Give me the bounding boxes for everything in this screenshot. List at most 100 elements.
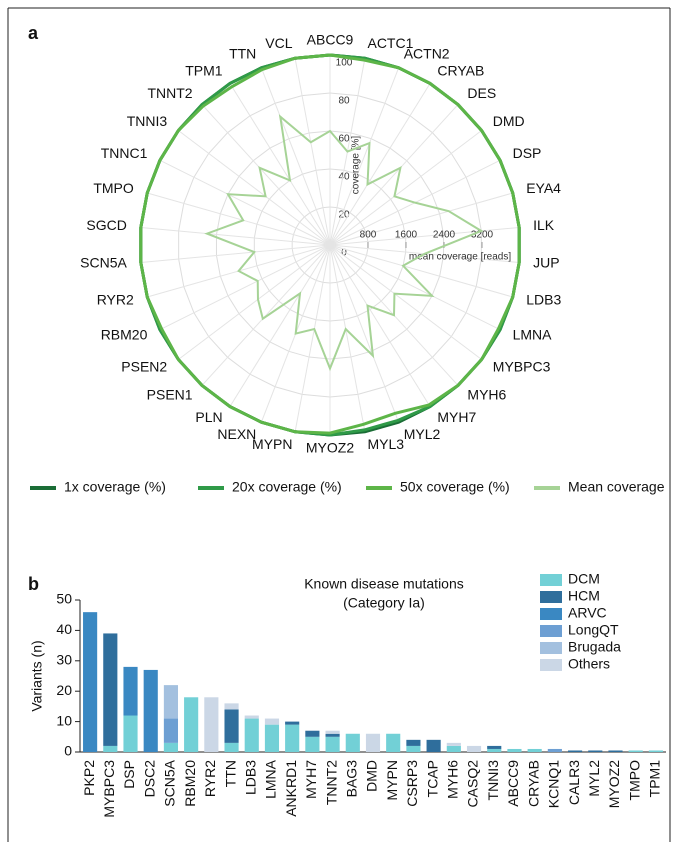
category-label: RYR2	[97, 292, 134, 308]
x-tick-label: LDB3	[242, 760, 258, 795]
x-tick-label: RBM20	[182, 760, 198, 807]
spoke	[329, 83, 431, 246]
y-tick-label: 0	[64, 743, 72, 759]
legend-label: Brugada	[568, 639, 621, 655]
x-tick-label: MYH7	[303, 760, 319, 799]
bar-segment	[163, 742, 179, 752]
spoke	[329, 104, 459, 246]
spoke	[329, 67, 400, 246]
spoke	[229, 83, 331, 246]
chart-title: Known disease mutations	[304, 576, 464, 592]
bar-segment	[163, 685, 179, 719]
bar-segment	[325, 730, 340, 734]
category-label: RBM20	[101, 327, 148, 343]
legend-swatch	[540, 659, 562, 671]
bar-segment	[466, 745, 482, 752]
x-tick-label: CASQ2	[465, 760, 481, 808]
legend-label: LongQT	[568, 622, 619, 638]
legend-swatch	[540, 591, 562, 603]
bar-segment	[224, 703, 239, 710]
bar-segment	[325, 733, 340, 737]
bar-segment	[487, 748, 502, 752]
bar-segment	[446, 742, 461, 746]
category-label: MYH7	[437, 409, 476, 425]
category-label: MYL3	[367, 436, 404, 452]
category-label: PSEN1	[147, 386, 193, 402]
category-label: VCL	[265, 35, 292, 51]
bar-segment	[426, 739, 441, 752]
category-label: CRYAB	[437, 62, 484, 78]
bar-segment	[305, 730, 320, 737]
bar-segment	[628, 750, 643, 752]
legend-label: Mean coverage	[568, 479, 665, 495]
radar-line	[204, 114, 484, 372]
spoke	[178, 244, 331, 360]
x-tick-label: MYH6	[445, 760, 461, 799]
x-tick-label: DSP	[121, 760, 137, 789]
r-axis-label: coverage [%]	[351, 136, 362, 195]
bar-segment	[285, 721, 300, 725]
category-label: ILK	[533, 217, 555, 233]
category-label: ACTC1	[367, 35, 413, 51]
r2-tick-label: 3200	[471, 230, 494, 241]
category-label: MYL2	[404, 426, 441, 442]
bar-segment	[143, 669, 158, 752]
bar-segment	[103, 633, 118, 746]
spoke	[147, 192, 331, 246]
bar-segment	[244, 718, 259, 752]
x-tick-label: MYL2	[586, 760, 602, 797]
spoke	[329, 244, 513, 298]
bar-segment	[567, 750, 583, 752]
r-tick-label: 100	[336, 58, 353, 69]
bar-segment	[264, 718, 280, 725]
spoke	[159, 244, 331, 331]
category-label: JUP	[533, 255, 559, 271]
r-tick-label: 60	[338, 134, 350, 145]
bar-segment	[204, 697, 219, 752]
spoke	[329, 244, 400, 423]
bar-segment	[224, 742, 239, 752]
spoke	[294, 58, 331, 246]
panel-label: a	[28, 23, 39, 43]
bar-segment	[184, 697, 199, 752]
category-label: SCN5A	[80, 255, 127, 271]
x-tick-label: MYBPC3	[101, 760, 117, 818]
y-tick-label: 50	[56, 591, 72, 607]
legend-swatch	[540, 608, 562, 620]
spoke	[329, 130, 482, 246]
bar-segment	[264, 724, 280, 752]
x-tick-label: TMPO	[626, 760, 642, 801]
legend-label: 50x coverage (%)	[400, 479, 510, 495]
bar-segment	[406, 739, 421, 746]
spoke	[201, 244, 331, 386]
bar-segment	[487, 745, 502, 749]
chart-subtitle: (Category Ia)	[343, 595, 425, 611]
r2-tick-label: 2400	[433, 230, 456, 241]
legend-swatch	[540, 574, 562, 586]
y-axis-label: Variants (n)	[29, 640, 45, 711]
panel-label: b	[28, 574, 39, 594]
x-tick-label: DSC2	[141, 760, 157, 798]
x-tick-label: TNNI3	[485, 760, 501, 801]
spoke	[294, 244, 331, 432]
bar-segment	[285, 724, 300, 752]
spoke	[229, 244, 331, 407]
category-label: DES	[467, 85, 496, 101]
x-tick-label: MYPN	[384, 760, 400, 800]
x-tick-label: SCN5A	[162, 759, 178, 806]
category-label: TNNI3	[127, 113, 168, 129]
category-label: ABCC9	[307, 32, 354, 48]
bar-segment	[386, 733, 401, 752]
x-tick-label: LMNA	[263, 759, 279, 799]
bar-segment	[507, 748, 522, 752]
r2-axis-label: mean coverage [reads]	[409, 252, 512, 263]
x-tick-label: BAG3	[343, 760, 359, 798]
y-tick-label: 10	[56, 712, 72, 728]
legend-label: DCM	[568, 571, 600, 587]
spoke	[329, 192, 513, 246]
category-label: DSP	[513, 145, 542, 161]
legend-label: ARVC	[568, 605, 607, 621]
legend-label: 1x coverage (%)	[64, 479, 166, 495]
category-label: SGCD	[86, 217, 126, 233]
